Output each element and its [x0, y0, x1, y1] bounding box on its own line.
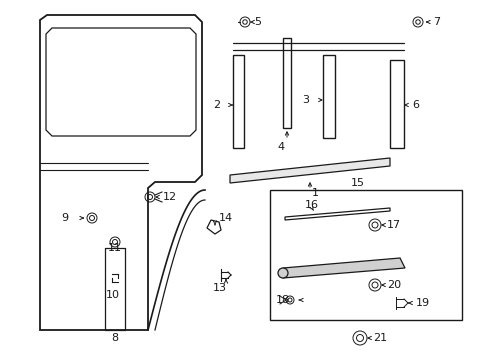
Text: 18: 18: [275, 295, 289, 305]
Text: 19: 19: [415, 298, 429, 308]
Text: 14: 14: [219, 213, 233, 223]
Text: 21: 21: [372, 333, 386, 343]
Polygon shape: [229, 158, 389, 183]
Text: 9: 9: [61, 213, 68, 223]
Text: 12: 12: [163, 192, 177, 202]
Text: 6: 6: [411, 100, 418, 110]
Text: 1: 1: [311, 188, 318, 198]
Text: 13: 13: [213, 283, 226, 293]
Text: 20: 20: [386, 280, 400, 290]
Text: 7: 7: [432, 17, 439, 27]
Polygon shape: [283, 258, 404, 278]
Text: 3: 3: [302, 95, 308, 105]
Bar: [269, 190, 461, 320]
Text: 17: 17: [386, 220, 400, 230]
Text: 8: 8: [111, 333, 118, 343]
Circle shape: [278, 268, 287, 278]
Text: 10: 10: [106, 290, 120, 300]
Text: 2: 2: [212, 100, 220, 110]
Text: 5: 5: [253, 17, 261, 27]
Text: 16: 16: [305, 200, 318, 210]
Text: 15: 15: [350, 178, 364, 188]
Text: 11: 11: [108, 243, 122, 253]
Text: 4: 4: [277, 142, 285, 152]
